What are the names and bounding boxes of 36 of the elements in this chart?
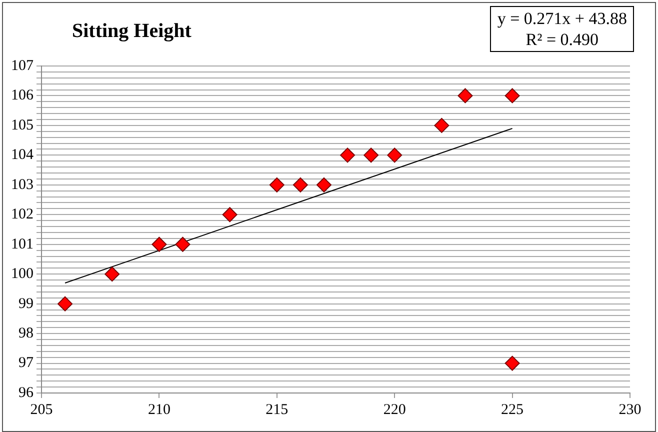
- x-tick-label: 205: [30, 402, 53, 418]
- x-tick-label: 210: [148, 402, 170, 418]
- x-tick-label: 215: [266, 402, 288, 418]
- y-tick-label: 103: [11, 176, 34, 193]
- y-tick-label: 106: [11, 88, 34, 104]
- point: [364, 148, 379, 163]
- point: [504, 88, 520, 104]
- y-tick-label: 102: [11, 206, 34, 223]
- y-tick-label: 99: [18, 296, 34, 312]
- x-tick-label: 220: [383, 402, 406, 418]
- x-tick-label: 230: [618, 402, 642, 418]
- y-tick-label: 105: [11, 117, 34, 134]
- y-tick-label: 100: [11, 266, 34, 282]
- point: [152, 236, 167, 252]
- y-tick-label: 104: [11, 147, 34, 164]
- text: R² = 0.490: [524, 29, 600, 50]
- point: [316, 177, 332, 192]
- point: [175, 236, 190, 252]
- point: [387, 148, 402, 163]
- x-tick-label: 225: [501, 402, 524, 418]
- text: y = 0.271x + 43.88: [497, 8, 627, 29]
- y-tick-label: 97: [18, 355, 34, 372]
- point: [340, 148, 356, 163]
- point: [104, 266, 120, 282]
- point: [222, 207, 238, 222]
- point: [434, 118, 450, 133]
- point: [269, 177, 284, 192]
- y-tick-label: 96: [18, 384, 34, 401]
- y-tick-label: 101: [11, 236, 34, 252]
- point: [504, 356, 520, 371]
- chart-title: Sitting Height: [72, 20, 192, 43]
- point: [292, 177, 308, 192]
- point: [58, 296, 73, 312]
- y-tick-label: 107: [11, 58, 34, 74]
- point: [458, 88, 473, 104]
- y-tick-label: 98: [18, 325, 34, 342]
